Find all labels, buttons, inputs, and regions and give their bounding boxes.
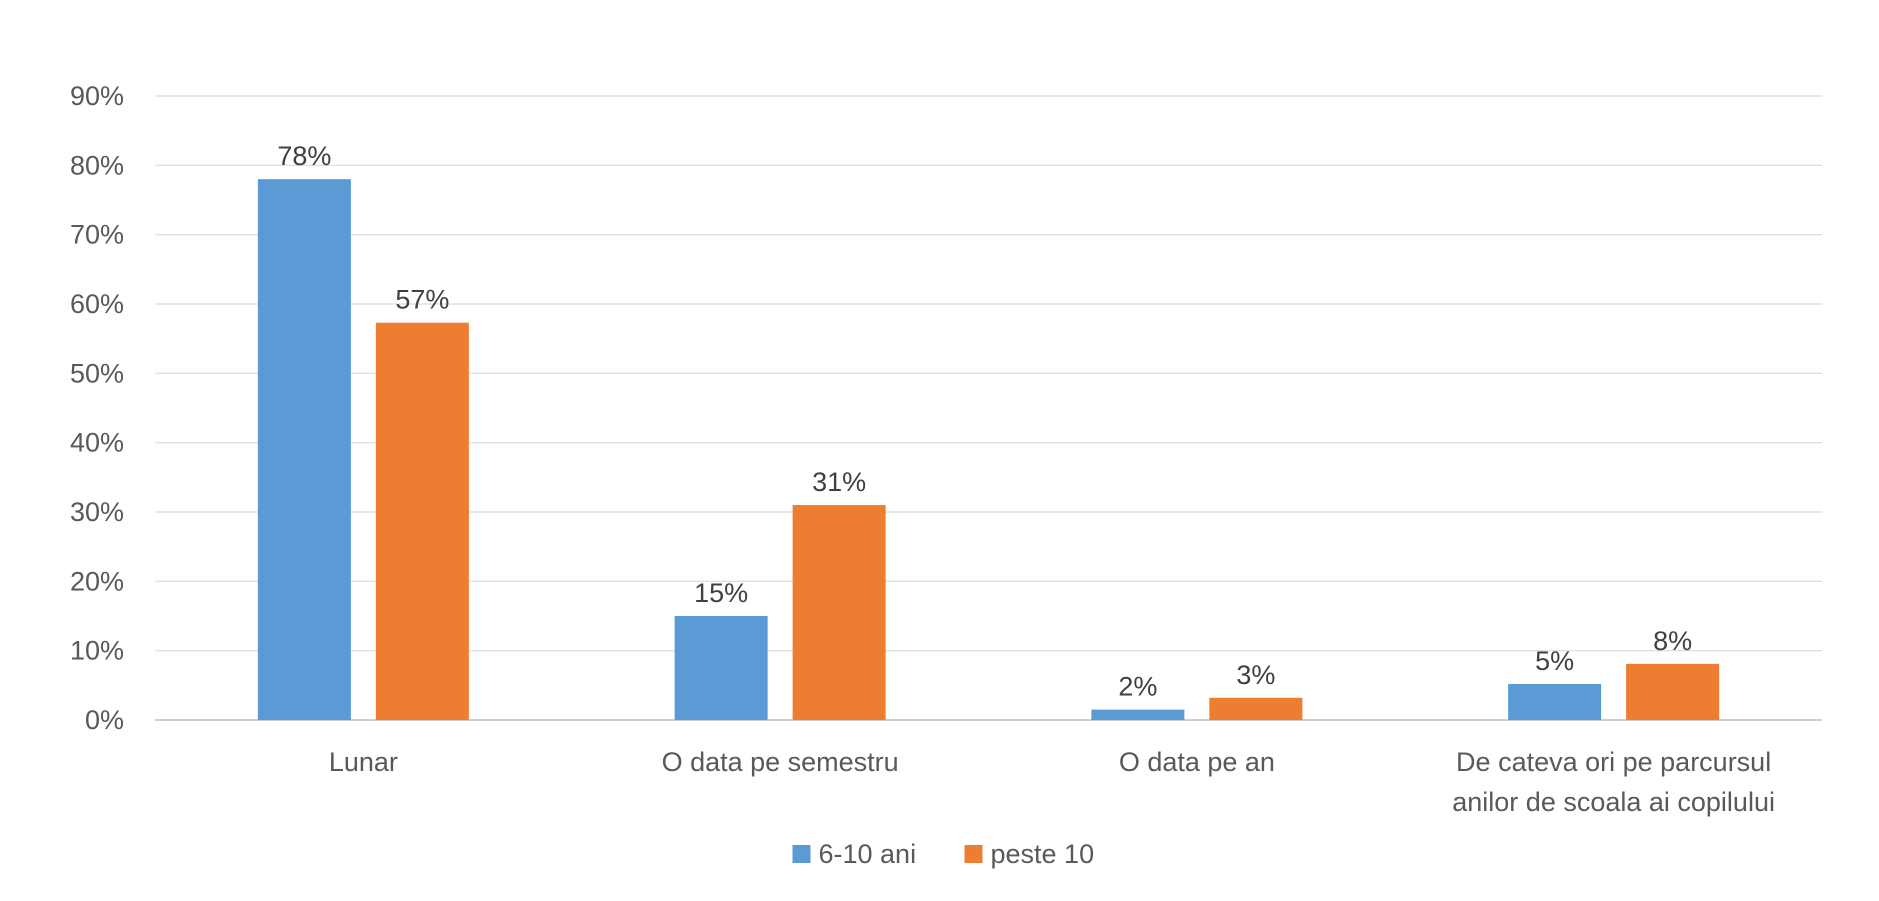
- bar: [1508, 683, 1602, 720]
- data-labels: 78% 57% 15% 31% 2% 3% 5% 8%: [277, 141, 1692, 701]
- bars: [257, 179, 1720, 720]
- y-tick-label: 30%: [70, 497, 124, 527]
- y-tick-label: 10%: [70, 636, 124, 666]
- data-label: 5%: [1535, 646, 1574, 676]
- data-label: 2%: [1118, 672, 1157, 702]
- x-tick-label: O data pe an: [1119, 747, 1275, 777]
- bar: [1209, 697, 1303, 720]
- x-tick-label: Lunar: [329, 747, 398, 777]
- data-label: 15%: [694, 578, 748, 608]
- legend-swatch: [792, 845, 811, 863]
- y-tick-label: 60%: [70, 289, 124, 319]
- x-tick-label: De cateva ori pe parcursul: [1456, 747, 1771, 777]
- legend-swatch: [964, 845, 983, 863]
- data-label: 8%: [1653, 626, 1692, 656]
- y-tick-label: 70%: [70, 220, 124, 250]
- x-tick-label: anilor de scoala ai copilului: [1452, 787, 1775, 817]
- bar: [674, 616, 768, 720]
- data-label: 57%: [395, 285, 449, 315]
- y-tick-label: 90%: [70, 81, 124, 111]
- data-label: 3%: [1236, 660, 1275, 690]
- y-tick-label: 20%: [70, 566, 124, 596]
- legend: 6-10 ani peste 10: [792, 839, 1095, 869]
- data-label: 31%: [812, 467, 866, 497]
- x-axis: Lunar O data pe semestru O data pe an De ca…: [329, 747, 1775, 817]
- legend-label: peste 10: [991, 839, 1095, 869]
- bar: [792, 505, 886, 720]
- y-tick-label: 40%: [70, 428, 124, 458]
- y-tick-label: 50%: [70, 358, 124, 388]
- bar: [1091, 709, 1185, 720]
- x-tick-label: O data pe semestru: [662, 747, 899, 777]
- bar: [1626, 663, 1720, 720]
- legend-item: peste 10: [964, 839, 1095, 869]
- y-tick-label: 0%: [85, 705, 124, 735]
- data-label: 78%: [277, 141, 331, 171]
- y-tick-label: 80%: [70, 150, 124, 180]
- legend-item: 6-10 ani: [792, 839, 917, 869]
- bar: [257, 179, 351, 720]
- bar: [375, 322, 469, 720]
- legend-label: 6-10 ani: [819, 839, 917, 869]
- y-axis: 0% 10% 20% 30% 40% 50% 60% 70% 80% 90%: [70, 81, 124, 735]
